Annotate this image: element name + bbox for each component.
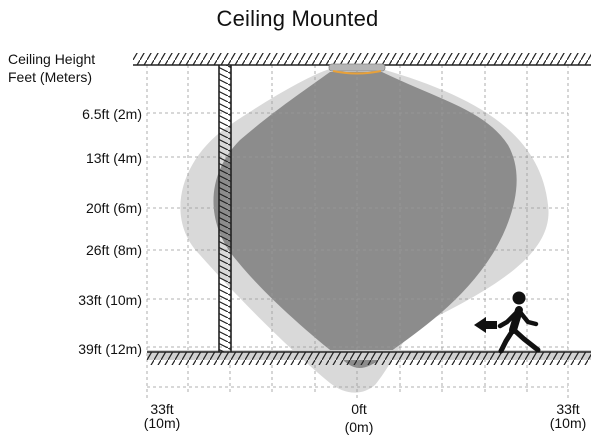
distance-label-right-m: (10m): [549, 415, 587, 431]
floor-hatch: [147, 352, 591, 365]
wall-hatch: [219, 65, 231, 352]
distance-label-right: 33ft (10m): [543, 402, 593, 430]
distance-label-left-ft: 33ft: [150, 401, 174, 417]
distance-label-center: 0ft (0m): [335, 402, 383, 434]
distance-label-center-m: (0m): [344, 419, 374, 435]
axis-caption-line1: Ceiling Height: [8, 51, 96, 67]
ceiling-hatch: [133, 53, 591, 65]
height-label-8m: 26ft (8m): [85, 242, 142, 258]
height-label-4m: 13ft (4m): [85, 150, 142, 166]
height-label-6m: 20ft (6m): [85, 200, 142, 216]
distance-label-right-ft: 33ft: [556, 401, 580, 417]
inner-detection-zone: [213, 72, 517, 368]
axis-caption-line2: Feet (Meters): [8, 69, 93, 85]
person-walking-icon: [497, 291, 541, 354]
distance-label-center-ft: 0ft: [351, 401, 367, 417]
height-label-2m: 6.5ft (2m): [82, 106, 142, 122]
distance-label-left: 33ft (10m): [138, 402, 186, 430]
diagram-title: Ceiling Mounted: [216, 6, 379, 31]
arrow-left-icon: [474, 317, 497, 333]
height-label-12m: 39ft (12m): [78, 341, 142, 357]
ceiling-sensor-icon: [328, 63, 386, 75]
distance-label-left-m: (10m): [143, 415, 181, 431]
height-label-10m: 33ft (10m): [78, 292, 142, 308]
